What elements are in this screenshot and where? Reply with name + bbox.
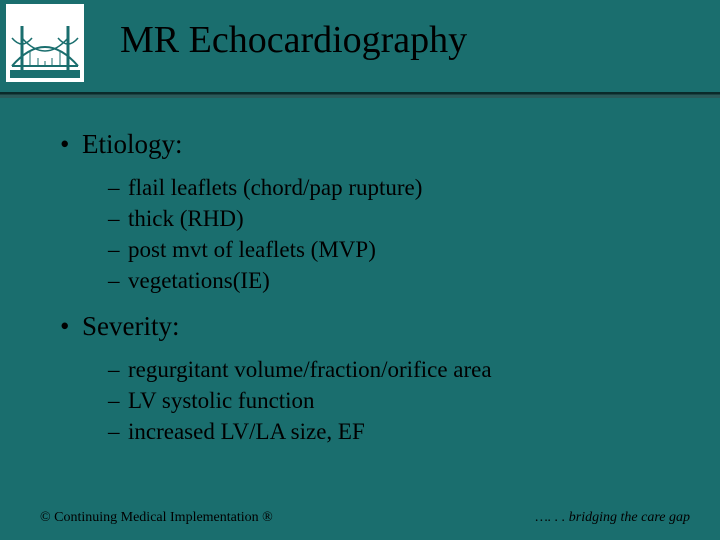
list-item: flail leaflets (chord/pap rupture) <box>108 172 680 203</box>
section-heading: Etiology: <box>60 128 680 162</box>
footer-copyright: © Continuing Medical Implementation ® <box>40 510 273 526</box>
list-item: regurgitant volume/fraction/orifice area <box>108 354 680 385</box>
footer-tagline: …. . . bridging the care gap <box>535 510 690 526</box>
list-item: thick (RHD) <box>108 203 680 234</box>
section-items: regurgitant volume/fraction/orifice area… <box>108 354 680 447</box>
slide-title: MR Echocardiography <box>120 18 467 62</box>
header: MR Echocardiography <box>0 0 720 95</box>
section-items: flail leaflets (chord/pap rupture) thick… <box>108 172 680 296</box>
section-heading: Severity: <box>60 310 680 344</box>
footer: © Continuing Medical Implementation ® ….… <box>40 510 690 526</box>
list-item: post mvt of leaflets (MVP) <box>108 234 680 265</box>
list-item: increased LV/LA size, EF <box>108 416 680 447</box>
logo-bridge-icon <box>6 4 84 82</box>
list-item: LV systolic function <box>108 385 680 416</box>
slide: MR Echocardiography Etiology: flail leaf… <box>0 0 720 540</box>
content-area: Etiology: flail leaflets (chord/pap rupt… <box>60 128 680 461</box>
title-underline <box>0 92 720 98</box>
list-item: vegetations(IE) <box>108 265 680 296</box>
